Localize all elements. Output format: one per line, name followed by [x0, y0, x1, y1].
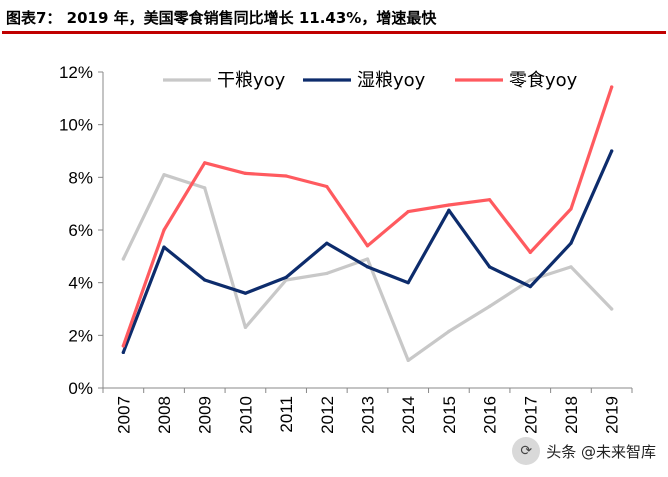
data-point [569, 241, 573, 245]
series-line-1 [121, 149, 614, 354]
data-point [162, 228, 166, 232]
data-point [447, 329, 451, 333]
x-tick-label: 2011 [277, 396, 296, 433]
data-point [365, 265, 370, 269]
data-point [365, 244, 370, 248]
data-point [528, 285, 532, 289]
title-divider [2, 31, 666, 34]
data-point [243, 291, 248, 295]
data-point [121, 344, 125, 348]
y-tick-label: 10% [59, 116, 93, 135]
figure-title: 图表7： 2019 年，美国零食销售同比增长 11.43%，增速最快 [6, 9, 437, 27]
x-tick-label: 2013 [359, 396, 378, 434]
data-point [162, 173, 166, 177]
y-tick-label: 12% [59, 63, 93, 82]
x-tick-label: 2010 [236, 396, 255, 434]
data-point [121, 257, 125, 261]
data-point [243, 325, 248, 330]
watermark-logo-icon: ⟳ [512, 437, 541, 465]
data-point [406, 209, 410, 214]
data-point [243, 171, 248, 175]
data-point [447, 203, 451, 207]
data-point [487, 265, 492, 269]
data-point [325, 184, 329, 189]
x-tick-label: 2014 [399, 396, 418, 434]
x-tick-label: 2016 [481, 396, 500, 434]
source-watermark: ⟳ 头条 @未来智库 [512, 437, 656, 465]
data-point [325, 271, 329, 276]
chart-axes: 0% 2% 4% 6% 8% 10% 12% 2007 2008 2009 2010 2011 2012… [59, 63, 633, 434]
x-tick-label: 2015 [440, 396, 459, 434]
data-point [569, 265, 573, 269]
x-tick-label: 2019 [603, 396, 622, 434]
data-point [528, 278, 532, 282]
x-tick-label: 2009 [196, 396, 215, 434]
y-tick-label: 6% [68, 221, 93, 240]
legend-label-1: 湿粮yoy [357, 70, 426, 91]
data-point [203, 278, 207, 282]
data-point [203, 161, 207, 165]
data-point [325, 241, 329, 245]
data-point [610, 149, 614, 153]
data-point [447, 208, 451, 212]
data-point [203, 186, 207, 190]
y-tick-label: 4% [68, 274, 93, 293]
series-line-2 [121, 85, 614, 348]
x-tick-label: 2008 [155, 396, 174, 434]
data-point [487, 198, 492, 202]
y-tick-label: 8% [68, 168, 93, 187]
line-chart: 0% 2% 4% 6% 8% 10% 12% 2007 2008 2009 2010 2011 2012… [59, 63, 633, 434]
data-point [610, 85, 614, 89]
x-tick-label: 2007 [114, 396, 133, 434]
x-tick-label: 2012 [318, 396, 337, 434]
x-tick-label: 2017 [521, 396, 540, 434]
legend-label-2: 零食yoy [509, 70, 578, 91]
data-point [569, 207, 573, 211]
chart-legend: 干粮yoy 湿粮yoy 零食yoy [163, 70, 578, 91]
data-point [284, 275, 288, 279]
watermark-text: 头条 @未来智库 [546, 442, 656, 461]
data-point [162, 245, 166, 249]
data-point [121, 350, 125, 355]
data-point [406, 281, 410, 285]
data-point [284, 174, 288, 178]
data-point [487, 304, 492, 308]
y-tick-label: 2% [68, 326, 93, 345]
figure-header: 图表7： 2019 年，美国零食销售同比增长 11.43%，增速最快 [0, 0, 668, 36]
y-tick-label: 0% [68, 379, 93, 398]
data-point [610, 307, 614, 311]
data-point [365, 257, 370, 261]
data-point [406, 358, 410, 362]
x-tick-label: 2018 [562, 396, 581, 434]
data-point [528, 250, 532, 254]
chart-series [121, 85, 614, 362]
legend-label-0: 干粮yoy [217, 70, 286, 91]
